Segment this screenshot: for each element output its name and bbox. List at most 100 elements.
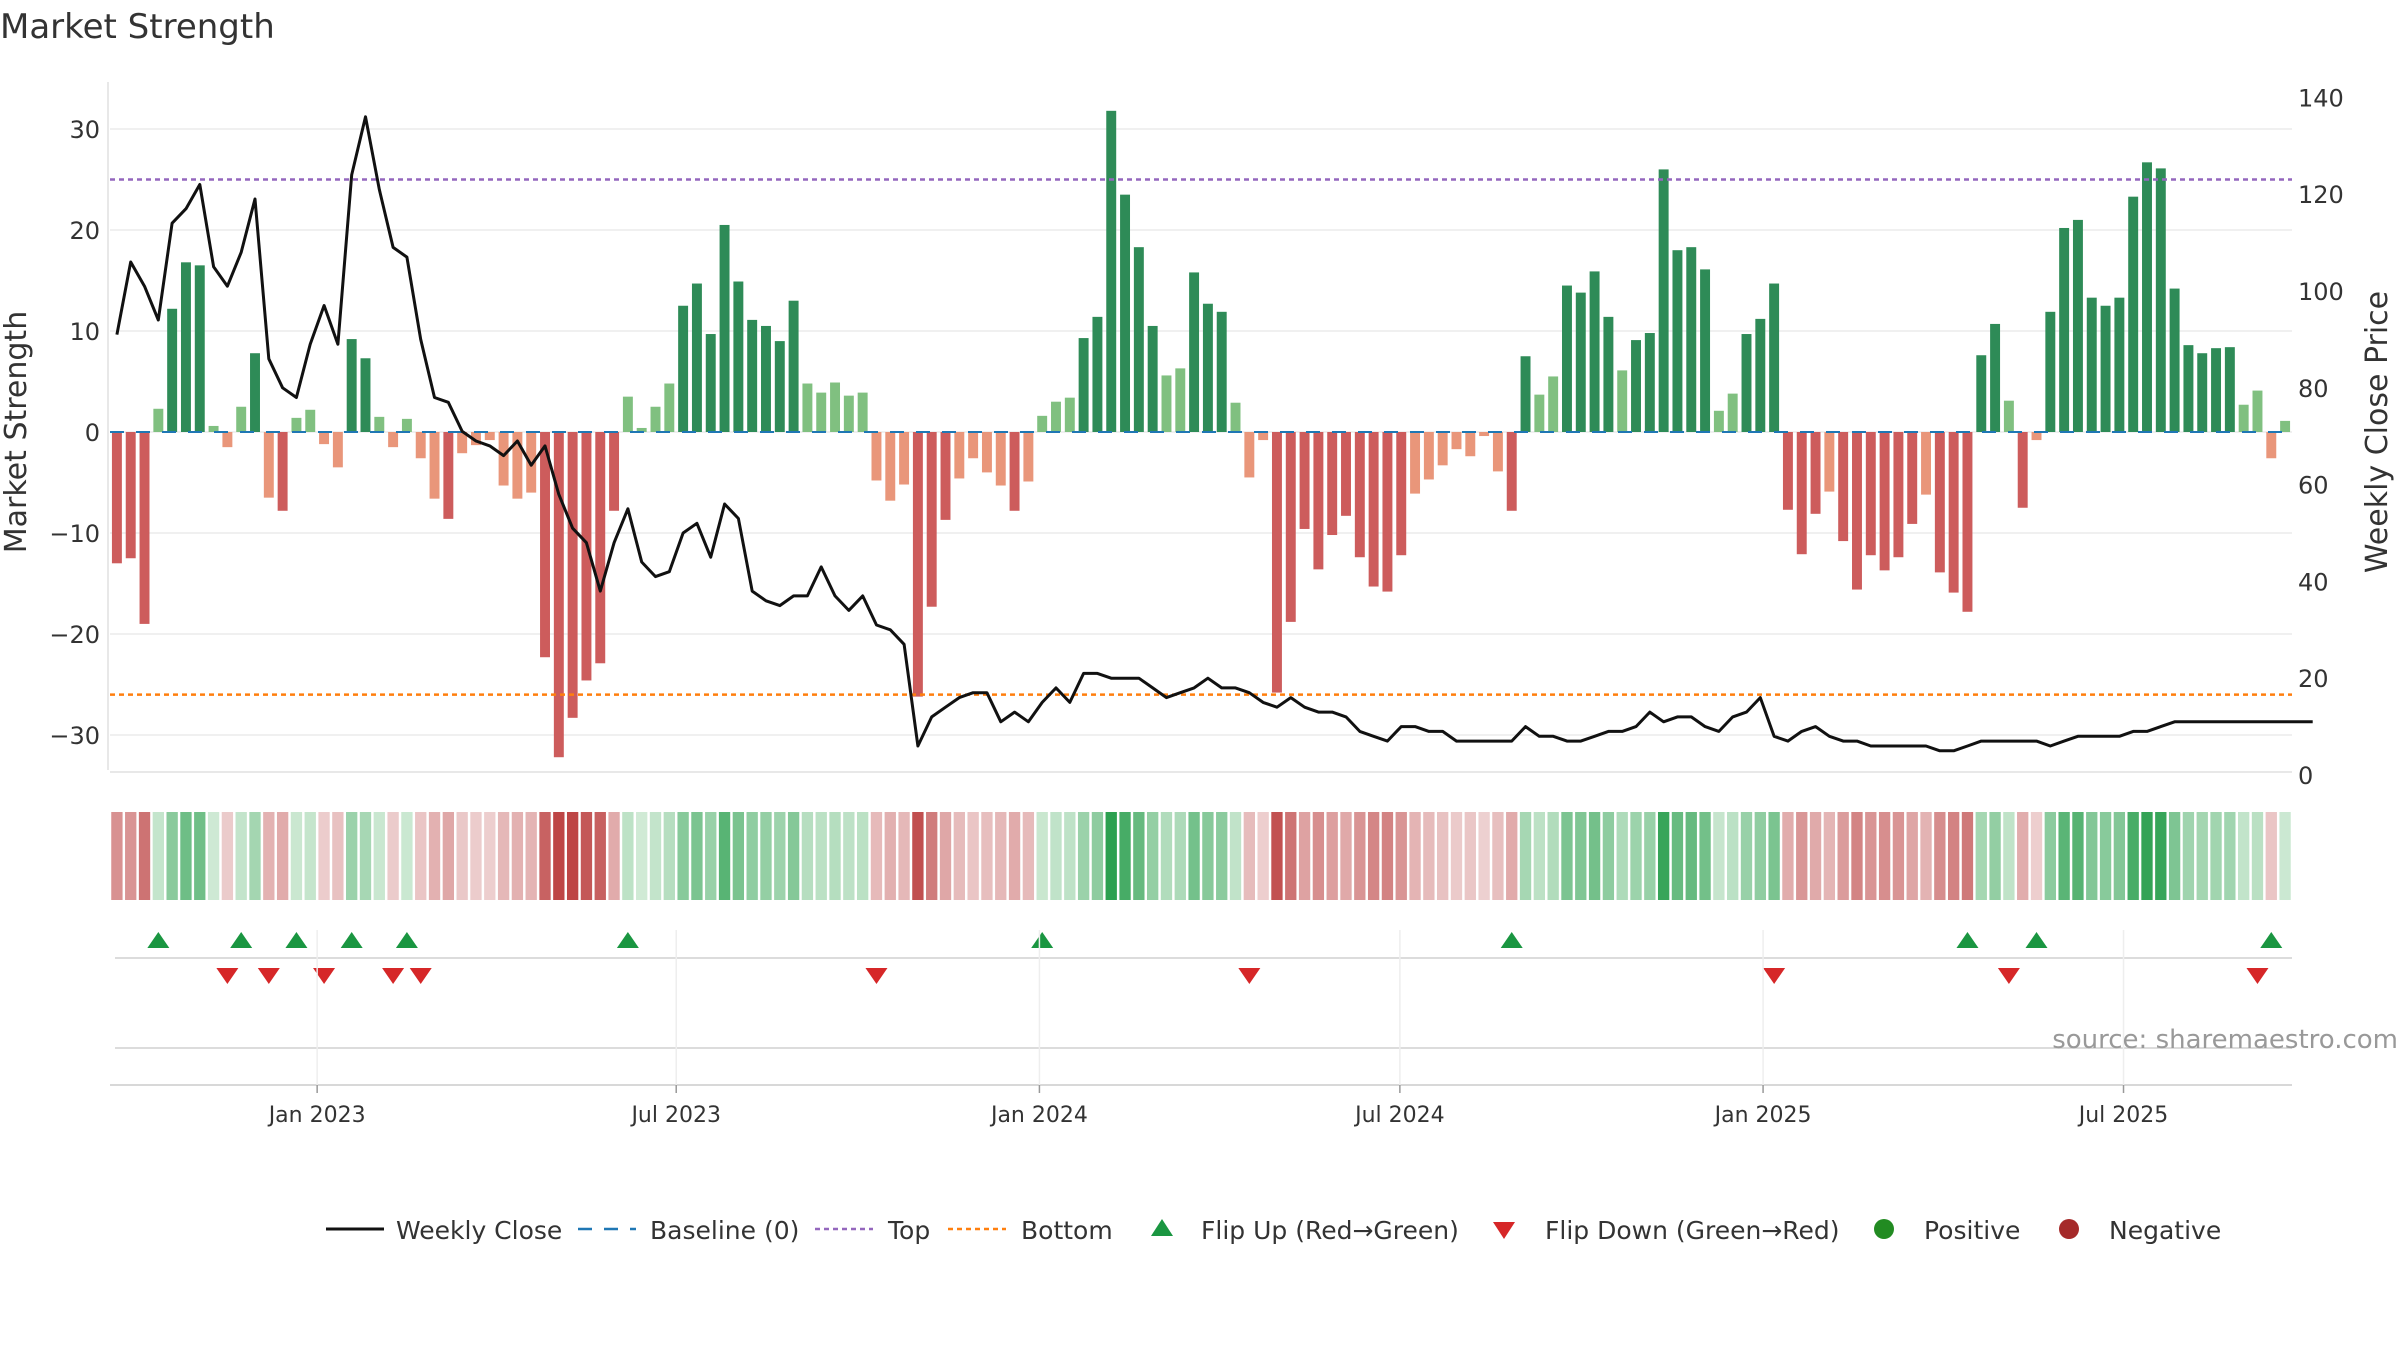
heatmap-cell (594, 812, 606, 900)
heatmap-cell (1837, 812, 1849, 900)
strength-bar (540, 432, 550, 658)
heatmap-cell (1519, 812, 1532, 900)
heatmap-cell (1575, 812, 1587, 900)
heatmap-cell (1091, 812, 1104, 900)
strength-bar (1990, 323, 2001, 432)
heatmap-cell (1437, 812, 1449, 900)
heatmap-cell (705, 812, 717, 900)
strength-bar (567, 432, 578, 718)
heatmap-cell (1588, 812, 1601, 900)
strength-bar (1258, 432, 1269, 441)
flip-down-marker (409, 968, 432, 984)
strength-bar (912, 432, 923, 697)
flip-up-marker (616, 932, 639, 948)
heatmap-cell (428, 812, 441, 900)
heatmap-cell (2238, 812, 2250, 900)
strength-bar (1285, 432, 1296, 622)
flip-down-marker (257, 968, 280, 984)
heatmap-cell (1947, 812, 1960, 900)
strength-bar (512, 432, 523, 499)
heatmap-cell (1906, 812, 1918, 900)
strength-bar (622, 396, 633, 432)
flip-up-marker (1031, 932, 1054, 948)
heatmap-cell (608, 812, 620, 900)
heatmap-cell (580, 812, 593, 900)
legend-label: Positive (1924, 1216, 2020, 1245)
strength-bar (2086, 297, 2097, 432)
heatmap-cell (1008, 812, 1021, 900)
weekly-close-line (115, 115, 2313, 753)
heatmap-cell (2072, 812, 2084, 900)
heatmap-cell (1547, 812, 1559, 900)
heatmap-cell (2168, 812, 2181, 900)
heatmap-cell (1409, 812, 1421, 900)
strength-bar (1368, 432, 1379, 587)
strength-bar (2197, 353, 2208, 432)
y-tick-label: −10 (49, 520, 100, 548)
strength-bar (1824, 432, 1835, 492)
strength-bar (2072, 219, 2083, 432)
flip-up-marker (147, 932, 170, 948)
heatmap-cell (1851, 812, 1863, 900)
strength-bar (747, 319, 758, 432)
strength-bar (2114, 297, 2125, 432)
strength-bar (1161, 375, 1172, 432)
heatmap-cell (1423, 812, 1435, 900)
heatmap-cell (677, 812, 689, 900)
strength-bar (802, 383, 813, 432)
heatmap-cell (180, 812, 192, 900)
heatmap-cell (622, 812, 634, 900)
heatmap-cell (1713, 812, 1725, 900)
heatmap-cell (539, 812, 551, 900)
strength-bar (1796, 432, 1807, 555)
flip-markers (115, 932, 2292, 1049)
legend-swatch-positive (1874, 1219, 1894, 1239)
heatmap-cell (1768, 812, 1780, 900)
heatmap-cell (1229, 812, 1242, 900)
heatmap-cell (1312, 812, 1325, 900)
heatmap-cell (2251, 812, 2264, 900)
strength-bar (1658, 169, 1669, 432)
heatmap-cell (346, 812, 358, 900)
strength-bar (1244, 432, 1255, 478)
strength-bar (954, 432, 965, 479)
heatmap-cell (1216, 812, 1228, 900)
legend-swatch-flip-up (1151, 1219, 1173, 1236)
strength-bar (1810, 432, 1821, 514)
flip-down-marker (1238, 968, 1261, 984)
legend-label: Flip Down (Green→Red) (1545, 1216, 1840, 1245)
heatmap-cell (1671, 812, 1684, 900)
heatmap-cell (525, 812, 537, 900)
flip-down-marker (1763, 968, 1786, 984)
heatmap-cell (235, 812, 247, 900)
heatmap-cell (884, 812, 896, 900)
legend-label: Negative (2109, 1216, 2221, 1245)
heatmap-cell (221, 812, 234, 900)
y2-tick-label: 120 (2298, 181, 2344, 209)
strength-bar (843, 395, 854, 432)
heatmap-cell (1202, 812, 1214, 900)
strength-bar (1741, 334, 1752, 432)
heatmap-cell (1022, 812, 1035, 900)
strength-bar (1023, 432, 1034, 482)
strength-bar (1921, 432, 1932, 495)
strength-bar (457, 432, 468, 454)
strength-bar (1133, 247, 1144, 432)
strength-bar (995, 432, 1006, 486)
strength-bar (2017, 432, 2028, 508)
strength-bar (194, 265, 205, 432)
flip-down-marker (2246, 968, 2269, 984)
heatmap-cell (276, 812, 289, 900)
heatmap-cell (1727, 812, 1739, 900)
strength-bar (401, 418, 412, 432)
x-tick-label: Jan 2024 (989, 1103, 1088, 1128)
heatmap-cell (207, 812, 220, 900)
heatmap-cell (1354, 812, 1366, 900)
heatmap-cell (981, 812, 993, 900)
strength-bar (871, 432, 882, 481)
strength-bar (1423, 432, 1434, 480)
strength-bar (319, 432, 330, 445)
heatmap-cell (1754, 812, 1766, 900)
flip-down-marker (313, 968, 336, 984)
heatmap-cell (1326, 812, 1338, 900)
